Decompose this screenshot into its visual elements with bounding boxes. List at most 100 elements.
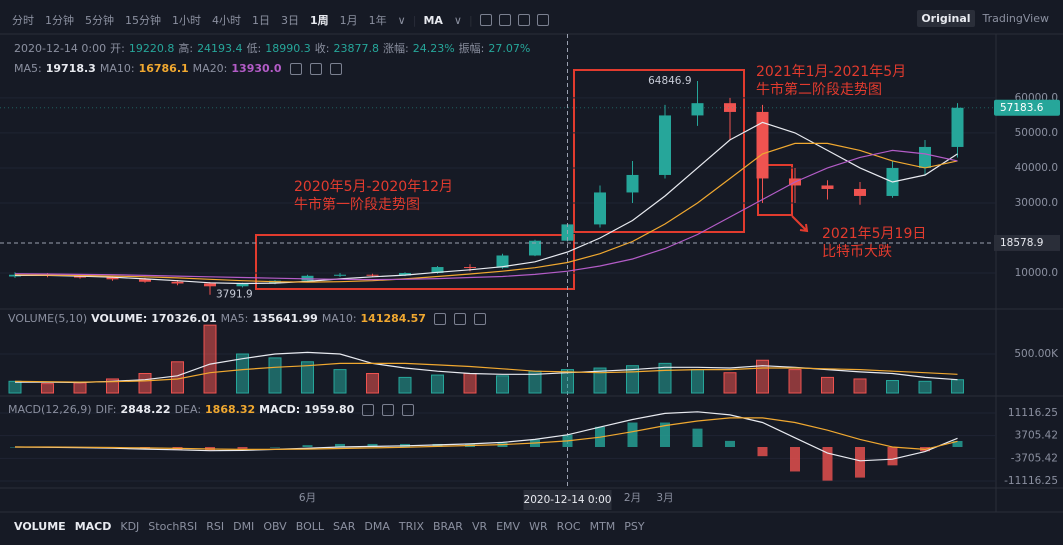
interval-button[interactable]: 3日 xyxy=(281,14,299,27)
high-label: 64846.9 xyxy=(648,75,691,87)
indicator-tab[interactable]: TRIX xyxy=(398,520,425,533)
macd-bar xyxy=(270,446,280,448)
close-icon[interactable] xyxy=(402,403,415,416)
ma-legend: MA5: 19718.3 MA10: 16786.1 MA20: 13930.0 xyxy=(14,62,342,75)
fullscreen-icon[interactable] xyxy=(536,14,549,26)
interval-button[interactable]: 1分钟 xyxy=(45,14,74,27)
legend-label: MA10: xyxy=(321,312,357,325)
label: 高: xyxy=(178,42,194,55)
interval-button[interactable]: 1日 xyxy=(252,14,270,27)
legend-value: 2848.22 xyxy=(120,403,171,416)
indicator-tab[interactable]: BOLL xyxy=(295,520,324,533)
legend-label: MA5: xyxy=(14,62,42,75)
close-icon[interactable] xyxy=(329,62,342,75)
eye-icon[interactable] xyxy=(289,62,302,75)
indicator-tab[interactable]: KDJ xyxy=(120,520,140,533)
macd-bar xyxy=(237,446,248,449)
arrow xyxy=(791,215,809,233)
macd-bar xyxy=(367,443,378,447)
indicator-tab[interactable]: ROC xyxy=(556,520,581,533)
y-tick-label: -11116.25 xyxy=(1004,475,1058,487)
candle-body xyxy=(691,103,704,116)
ohlc-readout: 2020-12-14 0:00 开: 19220.8 高: 24193.4 低: 18… xyxy=(14,40,530,56)
interval-button[interactable]: 1月 xyxy=(339,14,358,27)
mode-switch: Original TradingView xyxy=(917,10,1053,27)
indicator-tab[interactable]: VOLUME xyxy=(14,520,66,533)
volume-bar xyxy=(561,369,574,394)
dropdown-arrow[interactable]: ∨ xyxy=(453,13,462,27)
macd-bar xyxy=(757,446,768,457)
value: 27.07% xyxy=(488,41,531,55)
annotation: 2021年5月19日 比特币大跌 xyxy=(822,225,926,261)
interval-button[interactable]: 4小时 xyxy=(212,14,241,27)
interval-button[interactable]: 分时 xyxy=(12,14,34,27)
interval-button[interactable]: 15分钟 xyxy=(125,14,161,27)
settings-icon[interactable] xyxy=(382,403,395,416)
y-tick-label: 50000.0 xyxy=(1015,127,1058,139)
indicator-tab[interactable]: MACD xyxy=(74,520,112,533)
indicator-tab[interactable]: SAR xyxy=(333,520,356,533)
mode-button[interactable]: Original xyxy=(917,10,975,27)
candle-body xyxy=(366,274,379,276)
highlight-box xyxy=(255,234,575,290)
value: 23877.8 xyxy=(333,41,380,55)
crosshair-y-tag xyxy=(994,234,1060,251)
macd-legend: MACD(12,26,9) DIF: 2848.22 DEA: 1868.32 MACD… xyxy=(8,403,415,416)
interval-button[interactable]: 1年 xyxy=(368,14,387,27)
indicator-tab[interactable]: RSI xyxy=(206,520,225,533)
legend-label: MACD: xyxy=(259,403,301,416)
settings-icon[interactable] xyxy=(453,312,466,325)
candle-type-icon[interactable] xyxy=(479,14,492,26)
indicator-tab[interactable]: DMI xyxy=(233,520,255,533)
interval-button[interactable]: 1小时 xyxy=(172,14,201,27)
x-tick-label: 3月 xyxy=(656,492,673,504)
legend-value: 1959.80 xyxy=(304,403,355,416)
indicator-tab[interactable]: PSY xyxy=(624,520,645,533)
indicator-line xyxy=(14,362,958,383)
y-tick-label: 500.00K xyxy=(1014,348,1059,360)
volume-bar xyxy=(821,376,834,394)
macd-bar xyxy=(790,446,800,472)
macd-bar xyxy=(692,428,703,447)
indicator-tab[interactable]: VR xyxy=(471,520,488,533)
interval-button[interactable]: 1周 xyxy=(310,14,329,27)
label: 振幅: xyxy=(458,42,485,55)
volume-bar xyxy=(73,382,87,394)
settings-icon[interactable] xyxy=(309,62,322,75)
legend-label: DEA: xyxy=(174,403,202,416)
eye-icon[interactable] xyxy=(433,312,446,325)
volume-bar xyxy=(41,383,54,394)
interval-button[interactable]: 5分钟 xyxy=(85,14,114,27)
volume-bar xyxy=(138,372,152,394)
macd-bar xyxy=(335,443,345,447)
close-icon[interactable] xyxy=(473,312,486,325)
volume-legend: VOLUME(5,10) VOLUME: 170326.01 MA5: 135641… xyxy=(8,312,486,325)
indicator-tab[interactable]: StochRSI xyxy=(148,520,198,533)
indicator-tab[interactable]: MTM xyxy=(589,520,616,533)
value: 24.23% xyxy=(412,41,455,55)
indicator-tab[interactable]: BRAR xyxy=(433,520,463,533)
candle-body xyxy=(204,283,216,287)
indicator-button[interactable]: MA xyxy=(423,13,443,27)
crosshair-x-label: 2020-12-14 0:00 xyxy=(524,494,612,506)
indicator-tab[interactable]: OBV xyxy=(263,520,287,533)
indicator-tab[interactable]: EMV xyxy=(496,520,521,533)
indicator-tab[interactable]: WR xyxy=(529,520,548,533)
crosshair-x-tag xyxy=(523,490,612,510)
date: 2020-12-14 0:00 xyxy=(14,41,107,55)
macd-bar xyxy=(660,422,670,447)
volume-bar xyxy=(853,378,867,394)
value: 24193.4 xyxy=(197,41,243,55)
volume-bar xyxy=(268,357,282,394)
candle-body xyxy=(106,277,119,280)
volume-bar xyxy=(106,378,119,394)
volume-bar xyxy=(496,375,509,394)
eye-icon[interactable] xyxy=(362,403,375,416)
line-tool-icon[interactable] xyxy=(498,14,511,26)
indicator-tab[interactable]: DMA xyxy=(364,520,390,533)
mode-button[interactable]: TradingView xyxy=(982,12,1049,25)
draw-tool-icon[interactable] xyxy=(517,14,530,26)
dropdown-arrow[interactable]: ∨ xyxy=(397,13,406,27)
highlight-box xyxy=(757,164,793,216)
